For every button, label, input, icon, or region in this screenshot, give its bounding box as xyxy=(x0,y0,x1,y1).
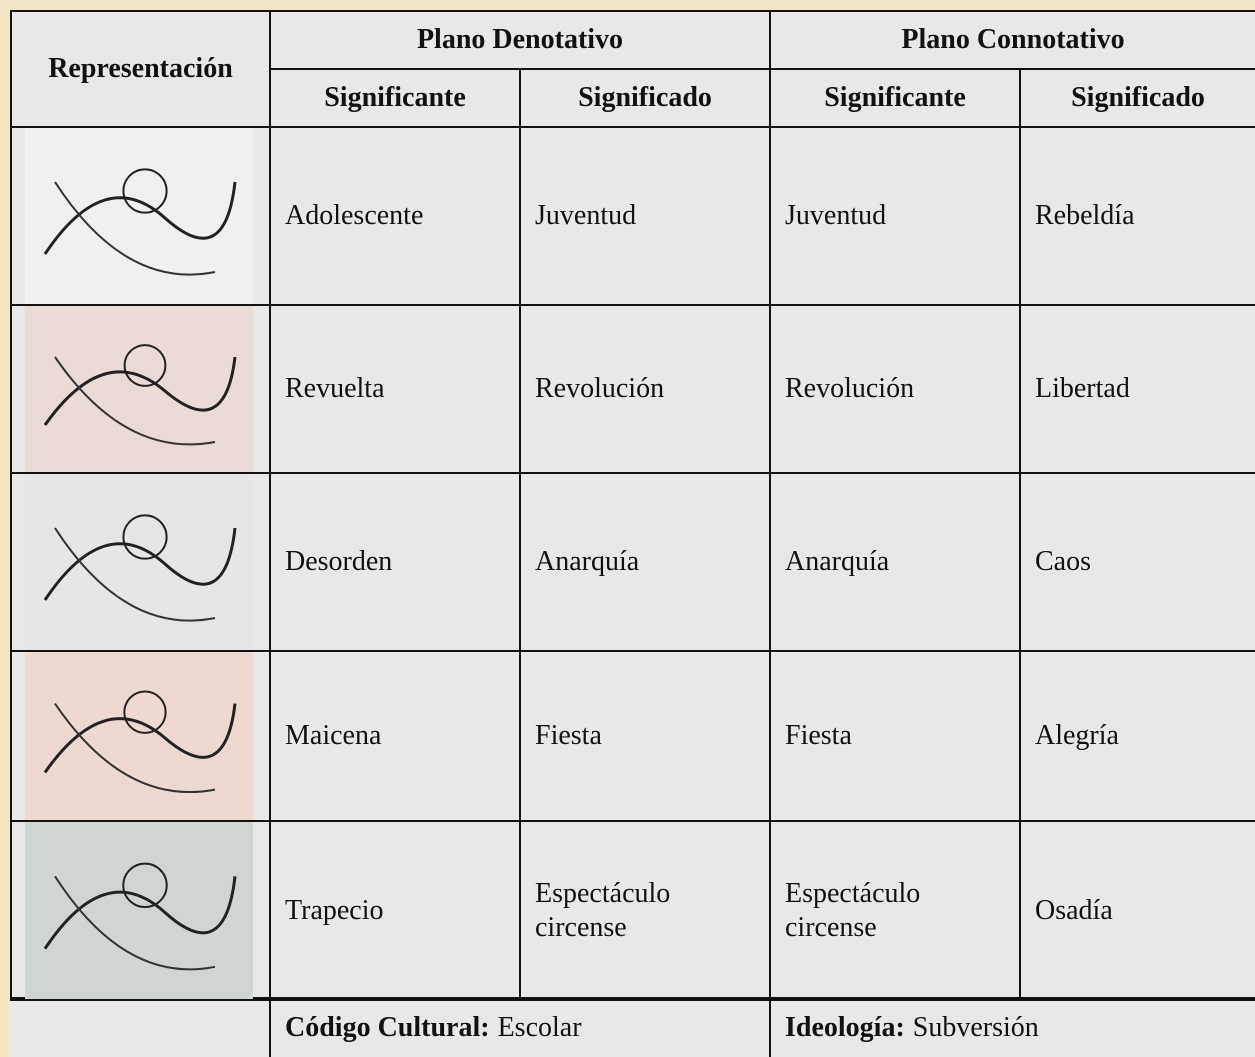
cell: Juventud xyxy=(769,126,1021,306)
group-header: Plano Denotativo xyxy=(269,10,771,70)
cell-text: Alegría xyxy=(1035,720,1119,752)
footer-cell xyxy=(10,997,271,1057)
cartoon-image xyxy=(25,652,253,820)
cell-text: Espectáculo circense xyxy=(785,877,921,943)
cell: Fiesta xyxy=(519,650,771,822)
subheader: Significante xyxy=(269,68,521,128)
cell: Revolución xyxy=(769,304,1021,474)
footer-cell: Ideología: Subversión xyxy=(769,997,1255,1057)
cell: Desorden xyxy=(269,472,521,652)
cell-text: Rebeldía xyxy=(1035,200,1135,232)
header-text: Plano Denotativo xyxy=(416,24,624,56)
cartoon-image xyxy=(25,474,253,650)
cell-text: Anarquía xyxy=(785,546,890,578)
footer-value: Subversión xyxy=(912,1012,1039,1044)
cell: Espectáculo circense xyxy=(769,820,1021,1001)
cell: Alegría xyxy=(1019,650,1255,822)
cell-text: Significado xyxy=(1071,82,1205,114)
cell-text: Maicena xyxy=(285,720,382,752)
cell-text: Juventud xyxy=(535,200,637,232)
footer-cell: Código Cultural: Escolar xyxy=(269,997,771,1057)
subheader: Significado xyxy=(519,68,771,128)
header-text: Plano Connotativo xyxy=(901,24,1125,56)
cartoon-image xyxy=(25,306,253,472)
cell: Trapecio xyxy=(269,820,521,1001)
subheader: Significado xyxy=(1019,68,1255,128)
cell: Espectáculo circense xyxy=(519,820,771,1001)
cell: Rebeldía xyxy=(1019,126,1255,306)
footer-label: Ideología: xyxy=(785,1012,905,1044)
subheader: Significante xyxy=(769,68,1021,128)
cell-text: Adolescente xyxy=(285,200,424,232)
cell-text: Significado xyxy=(578,82,712,114)
table: Representación Plano Denotativo Plano Co… xyxy=(10,10,1255,1057)
cell: Fiesta xyxy=(769,650,1021,822)
cell-text: Libertad xyxy=(1035,373,1130,405)
cell-text: Espectáculo circense xyxy=(535,877,671,943)
footer-label: Código Cultural: xyxy=(285,1012,490,1044)
cell-text: Significante xyxy=(824,82,966,114)
cell-text: Juventud xyxy=(785,200,887,232)
cartoon-image xyxy=(25,822,253,999)
cell: Anarquía xyxy=(519,472,771,652)
cell: Libertad xyxy=(1019,304,1255,474)
cell: Adolescente xyxy=(269,126,521,306)
cell-text: Revolución xyxy=(785,373,915,405)
cell-text: Trapecio xyxy=(285,894,384,926)
cell-text: Caos xyxy=(1035,546,1091,578)
cell-text: Fiesta xyxy=(535,720,602,752)
cell-text: Anarquía xyxy=(535,546,640,578)
cell: Caos xyxy=(1019,472,1255,652)
cell-text: Revuelta xyxy=(285,373,385,405)
cell-text: Desorden xyxy=(285,546,393,578)
cell-text: Revolución xyxy=(535,373,665,405)
header-cell: Representación xyxy=(10,10,271,128)
header-text: Representación xyxy=(48,53,233,85)
cell: Revuelta xyxy=(269,304,521,474)
cell: Revolución xyxy=(519,304,771,474)
group-header: Plano Connotativo xyxy=(769,10,1255,70)
cartoon-image xyxy=(25,128,253,304)
cell-text: Osadía xyxy=(1035,894,1113,926)
cell-text: Significante xyxy=(324,82,466,114)
cell: Anarquía xyxy=(769,472,1021,652)
footer-value: Escolar xyxy=(497,1012,582,1044)
cell: Maicena xyxy=(269,650,521,822)
cell: Juventud xyxy=(519,126,771,306)
cell: Osadía xyxy=(1019,820,1255,1001)
cell-text: Fiesta xyxy=(785,720,852,752)
